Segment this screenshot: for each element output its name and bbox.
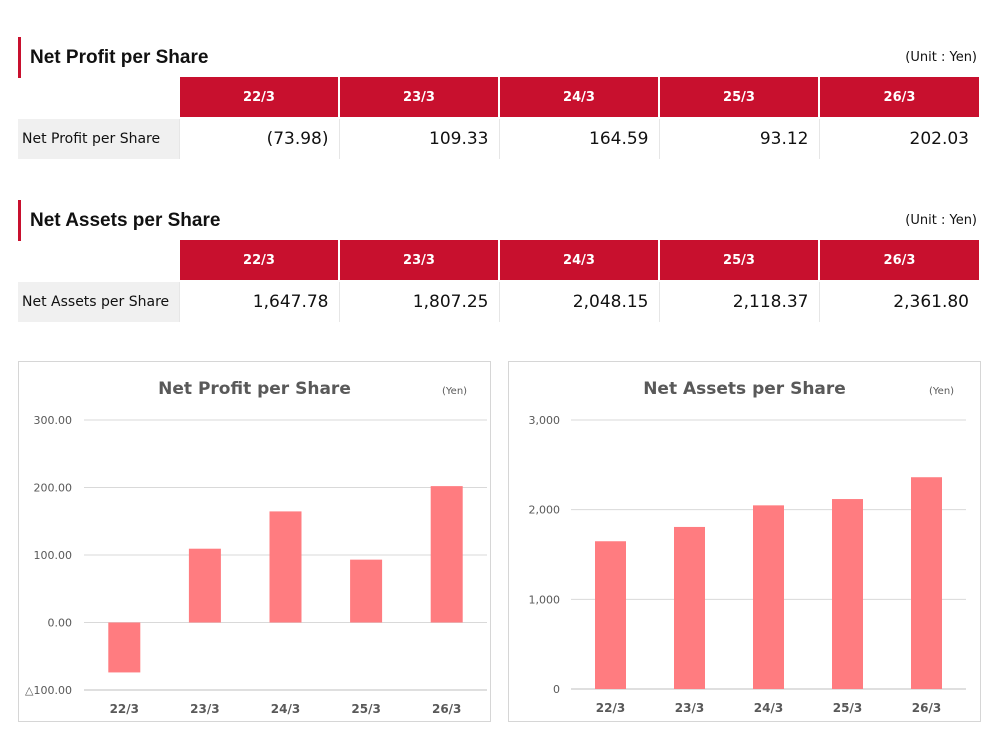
x-tick-label: 22/3 bbox=[110, 702, 139, 716]
column-header: 23/3 bbox=[338, 240, 499, 281]
bar bbox=[595, 541, 626, 689]
x-tick-label: 24/3 bbox=[754, 701, 783, 715]
y-tick-label: 0.00 bbox=[48, 617, 73, 630]
y-tick-label: 3,000 bbox=[529, 414, 561, 427]
bar bbox=[108, 622, 141, 673]
net-profit-section-header: Net Profit per Share (Unit : Yen) bbox=[18, 37, 980, 78]
x-tick-label: 23/3 bbox=[190, 702, 219, 716]
x-tick-label: 24/3 bbox=[271, 702, 300, 716]
y-tick-label: 1,000 bbox=[529, 593, 561, 606]
y-tick-label: 200.00 bbox=[34, 482, 73, 495]
column-header: 22/3 bbox=[178, 77, 339, 118]
bar bbox=[269, 511, 302, 623]
chart-title: Net Profit per Share bbox=[158, 379, 351, 399]
y-tick-label: 100.00 bbox=[34, 549, 73, 562]
column-header: 26/3 bbox=[818, 77, 979, 118]
table-cell: 202.03 bbox=[818, 117, 979, 159]
table-header-row: 22/3 23/3 24/3 25/3 26/3 bbox=[18, 77, 979, 118]
net-assets-chart-plot: 0 1,000 2,000 3,000 22/3 23/3 24/3 25/3 26/3 bbox=[529, 414, 966, 715]
chart-title: Net Assets per Share bbox=[643, 379, 846, 399]
table-cell: (73.98) bbox=[178, 117, 339, 159]
x-tick-label: 25/3 bbox=[833, 701, 862, 715]
column-header: 25/3 bbox=[658, 77, 819, 118]
table-cell: 2,361.80 bbox=[818, 280, 979, 322]
net-assets-section-header: Net Assets per Share (Unit : Yen) bbox=[18, 200, 980, 241]
bar bbox=[753, 505, 784, 689]
net-profit-table-title: Net Profit per Share bbox=[30, 47, 209, 68]
net-assets-table-title: Net Assets per Share bbox=[30, 210, 221, 231]
column-header: 23/3 bbox=[338, 77, 499, 118]
table-cell: 2,048.15 bbox=[498, 280, 659, 322]
y-tick-label: △100.00 bbox=[25, 684, 72, 697]
net-assets-unit-label: (Unit : Yen) bbox=[905, 213, 977, 228]
y-tick-label: 300.00 bbox=[34, 414, 73, 427]
table-cell: 164.59 bbox=[498, 117, 659, 159]
chart-unit-label: (Yen) bbox=[929, 386, 955, 397]
x-tick-label: 26/3 bbox=[432, 702, 461, 716]
net-assets-chart: Net Assets per Share (Yen) 0 1,000 2,000 3,… bbox=[508, 361, 981, 722]
chart-unit-label: (Yen) bbox=[442, 386, 468, 397]
table-cell: 1,647.78 bbox=[178, 280, 339, 322]
column-header: 22/3 bbox=[178, 240, 339, 281]
net-profit-chart-plot: △100.00 0.00 100.00 200.00 300.00 22/3 23/3 24/… bbox=[25, 414, 487, 716]
column-header: 25/3 bbox=[658, 240, 819, 281]
table-cell: 2,118.37 bbox=[658, 280, 819, 322]
net-profit-table: 22/3 23/3 24/3 25/3 26/3 Net Profit per … bbox=[18, 77, 979, 159]
net-assets-table: 22/3 23/3 24/3 25/3 26/3 Net Assets per … bbox=[18, 240, 979, 322]
bar bbox=[430, 486, 463, 623]
bar bbox=[188, 548, 221, 623]
column-header: 26/3 bbox=[818, 240, 979, 281]
net-profit-unit-label: (Unit : Yen) bbox=[905, 50, 977, 65]
x-tick-label: 25/3 bbox=[351, 702, 380, 716]
table-cell: 1,807.25 bbox=[338, 280, 499, 322]
net-profit-chart: Net Profit per Share (Yen) △100.00 0.00 10… bbox=[18, 361, 491, 722]
x-tick-label: 22/3 bbox=[596, 701, 625, 715]
x-tick-label: 23/3 bbox=[675, 701, 704, 715]
bar bbox=[911, 477, 942, 689]
row-label: Net Profit per Share bbox=[18, 117, 179, 159]
table-cell: 109.33 bbox=[338, 117, 499, 159]
x-tick-label: 26/3 bbox=[912, 701, 941, 715]
bar bbox=[674, 526, 705, 689]
table-header-row: 22/3 23/3 24/3 25/3 26/3 bbox=[18, 240, 979, 281]
table-cell: 93.12 bbox=[658, 117, 819, 159]
table-row: Net Profit per Share (73.98) 109.33 164.… bbox=[18, 117, 979, 159]
row-label: Net Assets per Share bbox=[18, 280, 179, 322]
y-tick-label: 2,000 bbox=[529, 504, 561, 517]
column-header: 24/3 bbox=[498, 77, 659, 118]
table-corner-cell bbox=[18, 77, 179, 118]
table-corner-cell bbox=[18, 240, 179, 281]
table-row: Net Assets per Share 1,647.78 1,807.25 2… bbox=[18, 280, 979, 322]
column-header: 24/3 bbox=[498, 240, 659, 281]
bar bbox=[350, 559, 383, 623]
bar bbox=[832, 499, 863, 689]
y-tick-label: 0 bbox=[553, 683, 560, 696]
